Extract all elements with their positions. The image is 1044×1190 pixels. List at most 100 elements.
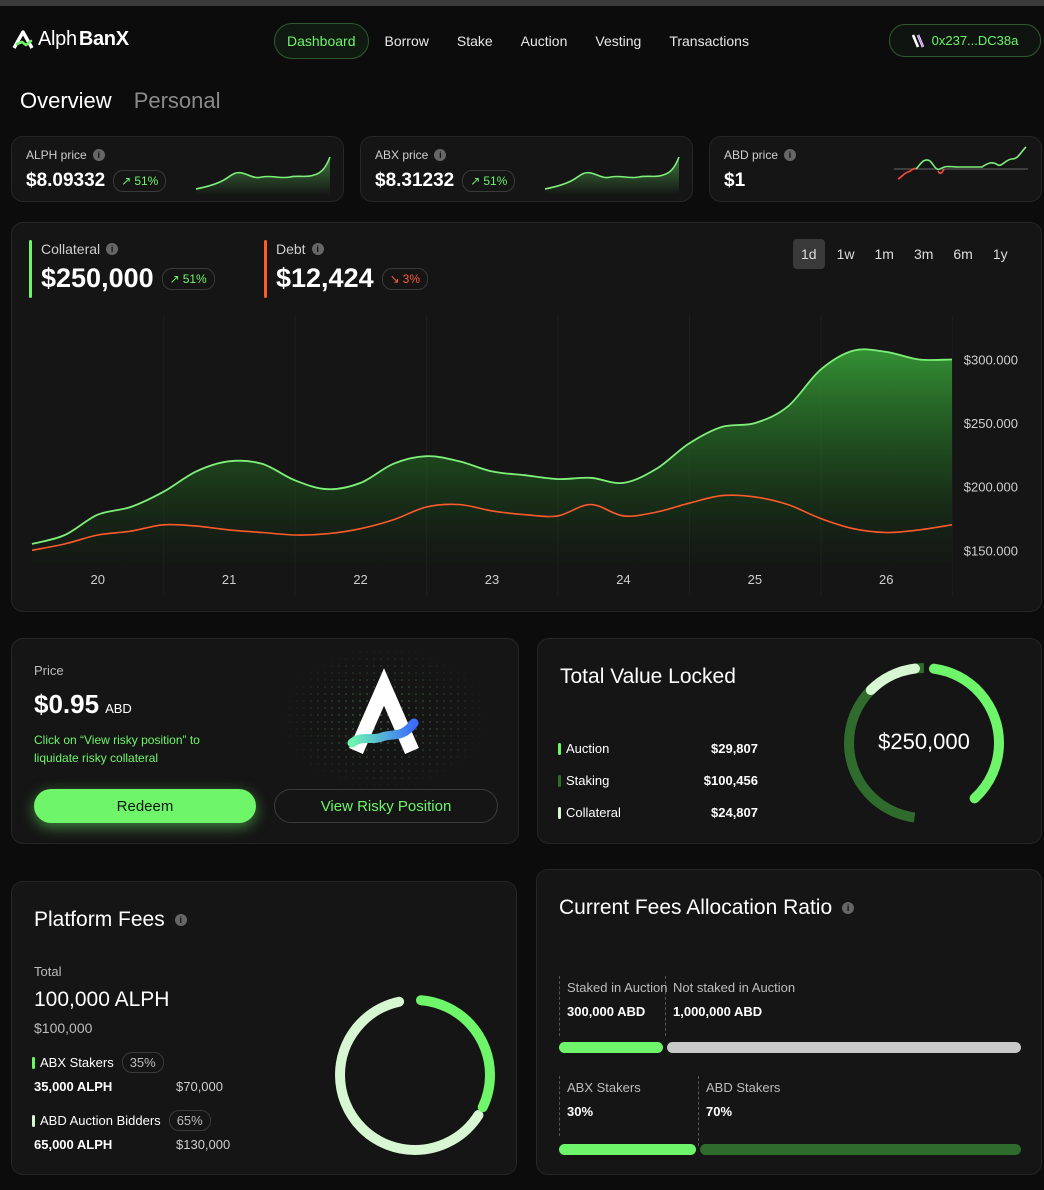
- fees-group-abx: ABX Stakers 35%: [32, 1052, 164, 1073]
- price-label-text: ABX price: [375, 148, 429, 162]
- change-badge: ↗ 51%: [113, 170, 167, 192]
- allocation-right-label: ABD Stakers: [706, 1080, 781, 1095]
- info-icon[interactable]: i: [174, 914, 187, 926]
- tvl-row-auction: Auction $29,807: [558, 741, 758, 756]
- logo-text-light: Alph: [38, 28, 77, 50]
- price-card-abd: ABD price i $1: [709, 136, 1042, 202]
- logo[interactable]: Alph BanX: [12, 28, 129, 51]
- allocation-left-label: ABX Stakers: [567, 1080, 641, 1095]
- redeem-button[interactable]: Redeem: [34, 789, 256, 823]
- price-label: ALPH price i: [26, 148, 166, 162]
- fees-total-alph: 100,000 ALPH: [34, 988, 170, 1011]
- collateral-label-text: Collateral: [41, 241, 101, 257]
- fees-group-usd: $70,000: [176, 1079, 223, 1094]
- price-value: $1: [724, 170, 746, 191]
- info-icon[interactable]: i: [92, 149, 105, 161]
- debt-value: $12,424: [276, 263, 374, 293]
- brand-graphic: [274, 643, 494, 793]
- collateral-value: $250,000: [41, 263, 154, 293]
- price-card-abx: ABX price i $8.31232 ↗ 51%: [360, 136, 693, 202]
- x-tick-label: 21: [222, 572, 236, 587]
- debt-label: Debt i: [276, 241, 428, 257]
- legend-swatch: [558, 774, 561, 787]
- allocation-row-stakers: ABX Stakers 30% ABD Stakers 70%: [559, 1076, 1021, 1156]
- info-icon[interactable]: i: [842, 902, 855, 914]
- redeem-card: Price $0.95 ABD Click on “View risky pos…: [11, 638, 519, 844]
- range-1m[interactable]: 1m: [874, 246, 894, 262]
- x-tick-label: 25: [748, 572, 762, 587]
- range-3m[interactable]: 3m: [913, 246, 934, 262]
- fees-title: Platform Fees i: [34, 908, 187, 932]
- fees-allocation-card: Current Fees Allocation Ratio i Staked in…: [536, 869, 1042, 1175]
- allocation-right-value: 70%: [706, 1104, 733, 1119]
- donut-segment-abd-bidders: [335, 995, 495, 1155]
- info-icon[interactable]: i: [311, 243, 324, 255]
- trend-down-icon: ↘: [389, 271, 400, 286]
- y-tick-label: $300.000: [964, 353, 1018, 368]
- donut-segment-staking: [844, 663, 1004, 823]
- tvl-row-collateral: Collateral $24,807: [558, 805, 758, 820]
- allocation-bar-abx: [559, 1144, 696, 1155]
- legend-swatch: [32, 1056, 35, 1069]
- logo-text-bold: BanX: [78, 28, 129, 50]
- nav-transactions[interactable]: Transactions: [669, 33, 749, 49]
- y-tick-label: $150.000: [964, 543, 1018, 558]
- trend-up-icon: ↗: [470, 174, 481, 188]
- debt-marker: [264, 240, 267, 298]
- fees-group-label: ABX Stakers: [40, 1055, 114, 1070]
- collateral-debt-chart: 20 21 22 23 24 25 26 $300.000 $250.000 $200.000 $…: [31, 315, 1018, 595]
- tab-personal[interactable]: Personal: [133, 88, 221, 113]
- tvl-card: Total Value Locked Auction $29,807 Staki…: [537, 638, 1042, 844]
- tvl-row-value: $24,807: [711, 805, 758, 820]
- view-risky-position-button[interactable]: View Risky Position: [274, 789, 498, 823]
- range-1w[interactable]: 1w: [836, 246, 855, 262]
- info-icon[interactable]: i: [434, 149, 447, 161]
- view-tabs: Overview Personal: [20, 88, 221, 114]
- tvl-row-value: $100,456: [703, 773, 758, 788]
- allocation-divider: [665, 976, 666, 1036]
- tvl-row-label: Staking: [566, 773, 610, 788]
- change-value: 51%: [483, 174, 508, 188]
- allocation-row-staking: Staked in Auction 300,000 ABD Not staked…: [559, 976, 1021, 1056]
- tab-overview[interactable]: Overview: [20, 88, 112, 113]
- y-tick-label: $200.000: [964, 480, 1018, 495]
- main-nav: Dashboard Borrow Stake Auction Vesting T…: [274, 23, 761, 59]
- range-1y[interactable]: 1y: [992, 246, 1008, 262]
- info-icon[interactable]: i: [106, 243, 119, 255]
- tvl-row-value: $29,807: [711, 741, 758, 756]
- y-tick-label: $250.000: [964, 416, 1018, 431]
- price-label: ABX price i: [375, 148, 515, 162]
- x-tick-label: 22: [353, 572, 367, 587]
- fees-group-alph: 65,000 ALPH: [34, 1137, 113, 1152]
- nav-borrow[interactable]: Borrow: [384, 33, 429, 49]
- price-value: $8.09332: [26, 170, 106, 191]
- allocation-left-label: Staked in Auction: [567, 980, 668, 995]
- nav-auction[interactable]: Auction: [520, 33, 568, 49]
- allocation-divider: [698, 1076, 699, 1146]
- nav-dashboard[interactable]: Dashboard: [274, 23, 369, 59]
- debt-line: [31, 494, 953, 552]
- collateral-change-badge: ↗ 51%: [161, 267, 215, 290]
- nav-vesting[interactable]: Vesting: [595, 33, 642, 49]
- time-range-selector: 1d 1w 1m 3m 6m 1y: [793, 239, 1016, 269]
- price-label: ABD price i: [724, 148, 797, 162]
- allocation-left-edge: [559, 976, 560, 1036]
- nav-stake[interactable]: Stake: [456, 33, 493, 49]
- x-tick-label: 26: [879, 572, 893, 587]
- wallet-button[interactable]: 0x237...DC38a: [889, 24, 1041, 57]
- debt-label-text: Debt: [276, 241, 306, 257]
- change-value: 51%: [134, 174, 159, 188]
- legend-swatch: [32, 1114, 35, 1127]
- fees-group-pct: 65%: [168, 1110, 211, 1131]
- fees-group-alph: 35,000 ALPH: [34, 1079, 113, 1094]
- tvl-donut: [844, 663, 1004, 823]
- legend-swatch: [558, 806, 561, 819]
- info-icon[interactable]: i: [784, 149, 797, 161]
- collateral-label: Collateral i: [41, 241, 215, 257]
- allocation-bar-abd: [700, 1144, 1021, 1155]
- collateral-line: [31, 348, 953, 545]
- range-6m[interactable]: 6m: [953, 246, 973, 262]
- range-1d[interactable]: 1d: [793, 239, 825, 269]
- wallet-address: 0x237...DC38a: [931, 33, 1019, 48]
- trend-up-icon: ↗: [169, 271, 180, 286]
